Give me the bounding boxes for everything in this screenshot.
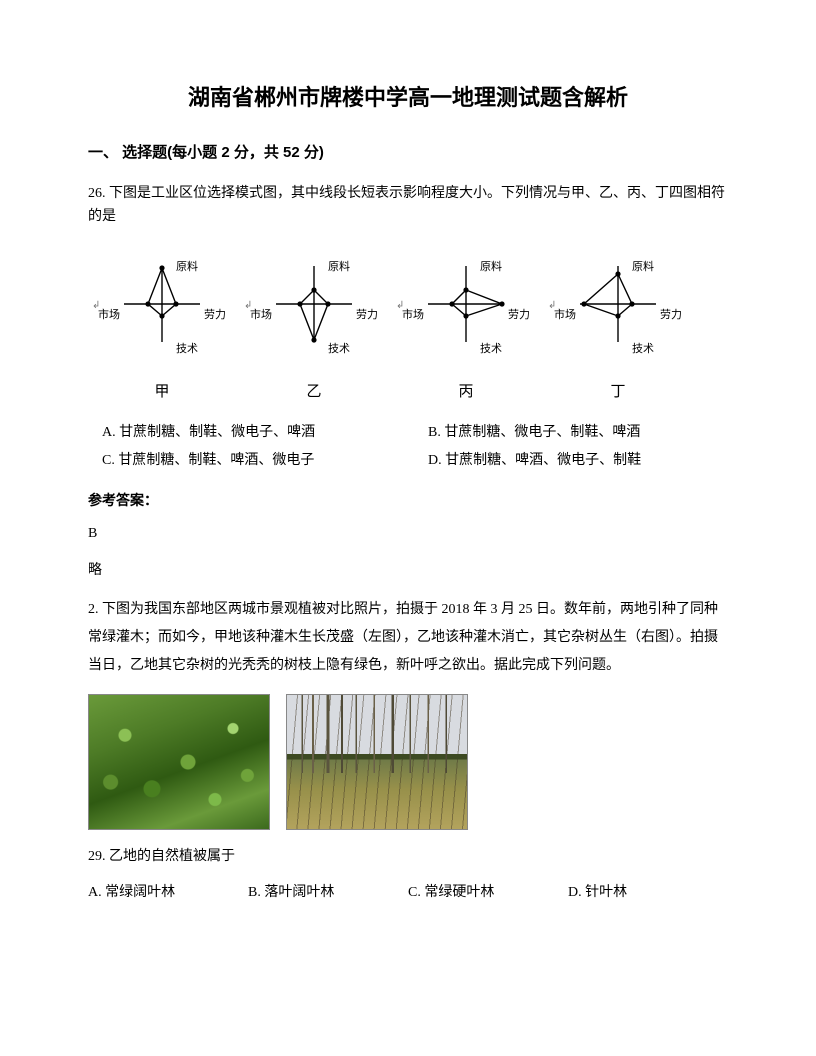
q26-figure-row: 原料劳力技术市场↲ 原料劳力技术市场↲ 原料劳力技术市场↲ 原料劳力技术市场↲ bbox=[88, 242, 728, 372]
photo-row bbox=[88, 694, 728, 830]
page-title: 湖南省郴州市牌楼中学高一地理测试题含解析 bbox=[88, 80, 728, 115]
svg-text:↲: ↲ bbox=[548, 300, 556, 311]
svg-text:劳力: 劳力 bbox=[204, 308, 226, 321]
svg-text:↲: ↲ bbox=[92, 300, 100, 311]
photo-yi-trees bbox=[286, 694, 468, 830]
caption-bing: 丙 bbox=[392, 380, 540, 404]
diagram-bing: 原料劳力技术 市场↲ bbox=[392, 242, 540, 372]
q26-stem: 26. 下图是工业区位选择模式图，其中线段长短表示影响程度大小。下列情况与甲、乙… bbox=[88, 183, 728, 228]
diagram-ding: 原料劳力技术 市场↲ bbox=[544, 242, 692, 372]
svg-text:原料: 原料 bbox=[328, 259, 350, 273]
q29-opt-b: B. 落叶阔叶林 bbox=[248, 882, 408, 904]
svg-text:技术: 技术 bbox=[632, 342, 654, 355]
q26-explain: 略 bbox=[88, 560, 728, 582]
q26-opt-c: C. 甘蔗制糖、制鞋、啤酒、微电子 bbox=[88, 450, 428, 472]
svg-text:↲: ↲ bbox=[244, 300, 252, 311]
svg-text:原料: 原料 bbox=[480, 259, 502, 273]
svg-text:技术: 技术 bbox=[176, 342, 198, 355]
svg-text:市场: 市场 bbox=[402, 307, 424, 321]
caption-yi: 乙 bbox=[240, 380, 388, 404]
q26-opt-a: A. 甘蔗制糖、制鞋、微电子、啤酒 bbox=[88, 422, 428, 444]
svg-text:市场: 市场 bbox=[554, 307, 576, 321]
svg-text:劳力: 劳力 bbox=[508, 308, 530, 321]
q26-options: A. 甘蔗制糖、制鞋、微电子、啤酒 B. 甘蔗制糖、微电子、制鞋、啤酒 C. 甘… bbox=[88, 422, 728, 473]
diagram-yi: 原料劳力技术 市场↲ bbox=[240, 242, 388, 372]
q26-opt-b: B. 甘蔗制糖、微电子、制鞋、啤酒 bbox=[428, 422, 728, 444]
diagram-jia: 原料劳力技术 市场↲ bbox=[88, 242, 236, 372]
photo-jia-shrub bbox=[88, 694, 270, 830]
svg-text:技术: 技术 bbox=[480, 342, 502, 355]
diagram-captions: 甲 乙 丙 丁 bbox=[88, 380, 728, 404]
svg-text:市场: 市场 bbox=[250, 307, 272, 321]
q29-opt-a: A. 常绿阔叶林 bbox=[88, 882, 248, 904]
svg-text:市场: 市场 bbox=[98, 307, 120, 321]
q29-options: A. 常绿阔叶林 B. 落叶阔叶林 C. 常绿硬叶林 D. 针叶林 bbox=[88, 882, 728, 904]
svg-text:劳力: 劳力 bbox=[660, 308, 682, 321]
caption-jia: 甲 bbox=[88, 380, 236, 404]
answer-label: 参考答案： bbox=[88, 489, 728, 511]
svg-text:原料: 原料 bbox=[632, 259, 654, 273]
q2-stem: 2. 下图为我国东部地区两城市景观植被对比照片，拍摄于 2018 年 3 月 2… bbox=[88, 596, 728, 680]
svg-text:原料: 原料 bbox=[176, 259, 198, 273]
q29-stem: 29. 乙地的自然植被属于 bbox=[88, 846, 728, 868]
caption-ding: 丁 bbox=[544, 380, 692, 404]
svg-text:劳力: 劳力 bbox=[356, 308, 378, 321]
q29-opt-d: D. 针叶林 bbox=[568, 882, 728, 904]
q26-answer: B bbox=[88, 523, 728, 545]
q29-opt-c: C. 常绿硬叶林 bbox=[408, 882, 568, 904]
q26-opt-d: D. 甘蔗制糖、啤酒、微电子、制鞋 bbox=[428, 450, 728, 472]
section-heading: 一、 选择题(每小题 2 分，共 52 分) bbox=[88, 141, 728, 165]
svg-text:技术: 技术 bbox=[328, 342, 350, 355]
svg-text:↲: ↲ bbox=[396, 300, 404, 311]
